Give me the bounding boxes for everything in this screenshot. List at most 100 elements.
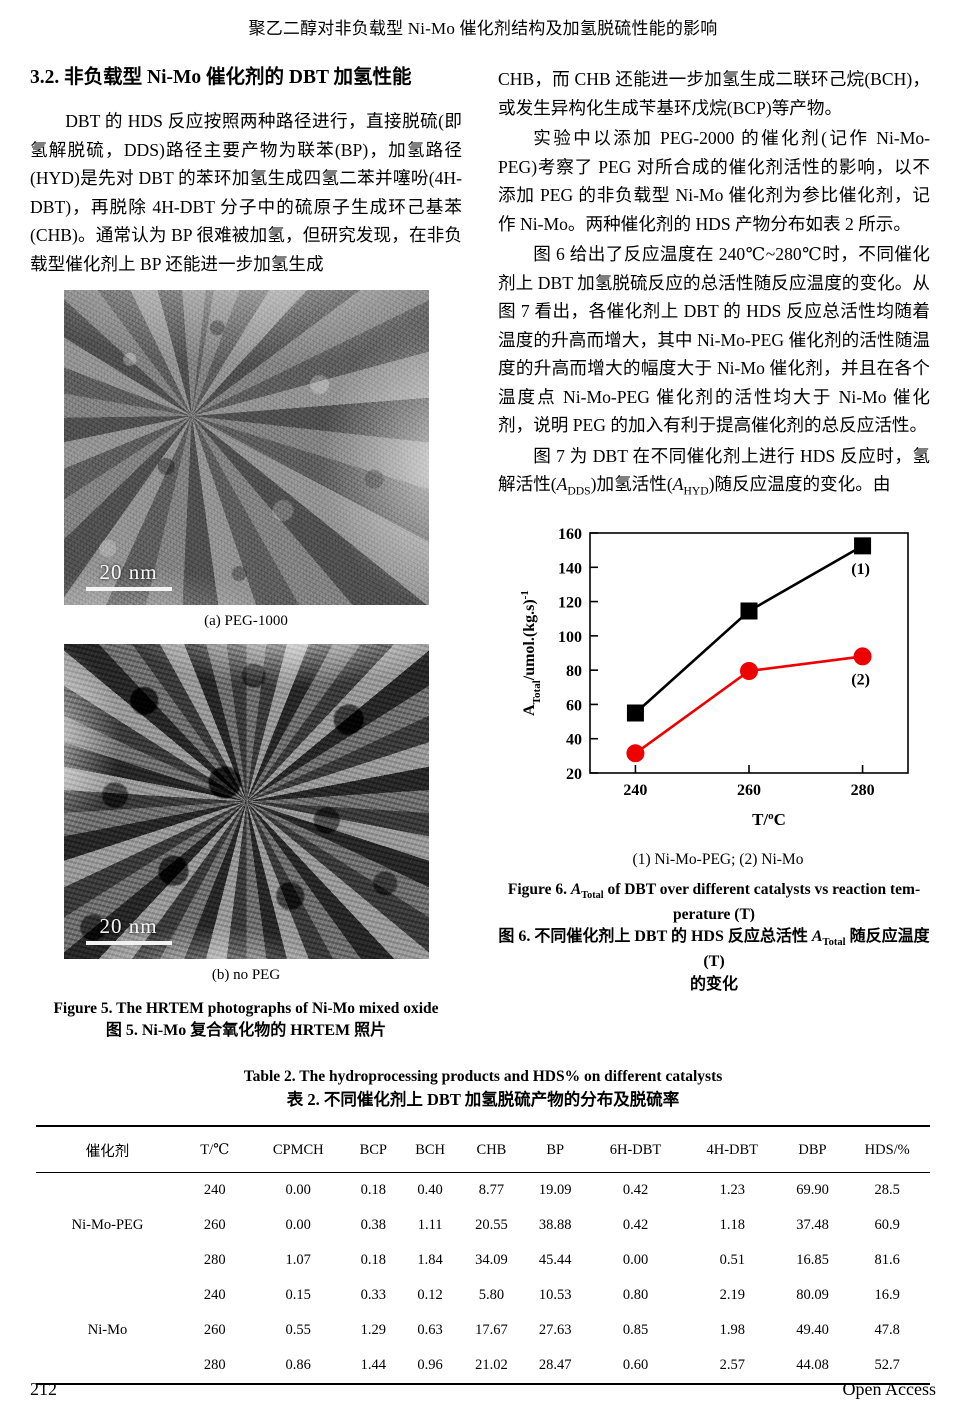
scale-bar-label-b: 20 nm xyxy=(99,914,158,939)
table-cell-r4-c0: Ni-Mo xyxy=(87,1322,128,1339)
fig6-cap-en-2: of DBT over different catalysts vs react… xyxy=(603,881,921,899)
table-cell-r4-c8: 1.98 xyxy=(719,1322,745,1339)
scale-bar-line-a xyxy=(85,587,172,592)
data-point-circle xyxy=(740,662,758,681)
series-label-0: (1) xyxy=(851,561,870,578)
table-cell-r2-c2: 1.07 xyxy=(285,1252,311,1269)
table-cell-r1-c0: Ni-Mo-PEG xyxy=(71,1217,144,1234)
table-cell-r2-c5: 34.09 xyxy=(475,1252,508,1269)
table-cell-r3-c6: 10.53 xyxy=(538,1287,572,1304)
scale-bar-a: 20 nm xyxy=(85,560,172,592)
left-paragraph-1: DBT 的 HDS 反应按照两种路径进行，直接脱硫(即氢解脱硫，DDS)路径主要… xyxy=(30,111,462,274)
y-tick-label: 100 xyxy=(558,629,582,646)
figure-6: 20 40 60 80 100 120 140 160 240 260 280 T/oC ATotal/… xyxy=(498,515,930,996)
table-cell-r0-c9: 69.90 xyxy=(796,1182,829,1199)
table-cell-r2-c6: 45.44 xyxy=(538,1252,572,1269)
fig6-cap-en-A: A xyxy=(570,881,582,899)
table-cell-r5-c8: 2.57 xyxy=(719,1357,745,1374)
table-cell-r4-c3: 1.29 xyxy=(360,1322,386,1339)
running-head: 聚乙二醇对非负载型 Ni-Mo 催化剂结构及加氢脱硫性能的影响 xyxy=(248,19,718,38)
table-cell-r1-c1: 260 xyxy=(203,1217,226,1234)
y-tick-label: 20 xyxy=(566,766,582,783)
fig6-cap-cn-A: A xyxy=(811,927,823,945)
table-cell-r0-c1: 240 xyxy=(203,1182,226,1199)
right-paragraph-2: 实验中以添加 PEG-2000 的催化剂(记作 Ni-Mo-PEG)考察了 PE… xyxy=(498,128,930,234)
y-tick-label: 120 xyxy=(558,595,582,612)
table-cell-r1-c4: 1.11 xyxy=(417,1217,443,1234)
table-cell-r4-c4: 0.63 xyxy=(417,1322,443,1339)
table-header-cell-6: BP xyxy=(546,1142,565,1159)
table-cell-r5-c6: 28.47 xyxy=(538,1357,572,1374)
table-cell-r0-c8: 1.23 xyxy=(719,1182,745,1199)
figure-5-caption-en: Figure 5. The HRTEM photographs of Ni-Mo… xyxy=(53,1000,439,1018)
x-tick-label: 240 xyxy=(623,782,647,799)
x-tick-label: 280 xyxy=(851,782,875,799)
table-2-title: Table 2. The hydroprocessing products an… xyxy=(36,1065,930,1113)
tem-image-b: 20 nm xyxy=(63,644,429,960)
table-cell-r1-c10: 60.9 xyxy=(874,1217,900,1234)
table-cell-r0-c3: 0.18 xyxy=(360,1182,386,1199)
table-header-cell-7: 6H-DBT xyxy=(609,1142,662,1159)
subcaption-a: (a) PEG-1000 xyxy=(204,613,288,630)
open-access-label: Open Access xyxy=(842,1379,936,1399)
tem-image-a: 20 nm xyxy=(63,290,429,606)
table-cell-r4-c6: 27.63 xyxy=(538,1322,572,1339)
figure-5-caption-cn: 图 5. Ni-Mo 复合氧化物的 HRTEM 照片 xyxy=(105,1022,387,1040)
series-line-0 xyxy=(634,545,864,715)
rp4-d: )加氢活性( xyxy=(590,474,673,494)
fig6-cap-en-3: perature (T) xyxy=(673,905,755,923)
table-cell-r3-c5: 5.80 xyxy=(478,1287,505,1304)
figure-6-caption: Figure 6. ATotal of DBT over different c… xyxy=(498,879,930,996)
table-header-cell-3: BCP xyxy=(359,1142,387,1159)
table-header-cell-1: T/℃ xyxy=(200,1142,230,1159)
table-cell-r1-c9: 37.48 xyxy=(796,1217,829,1234)
table-header-cell-10: HDS/% xyxy=(864,1142,910,1159)
table-cell-r0-c6: 19.09 xyxy=(538,1182,572,1199)
fig6-cap-cn-2: 随反应温度(T) xyxy=(703,927,930,971)
page-number: 212 xyxy=(30,1379,57,1399)
table-cell-r2-c7: 0.00 xyxy=(622,1252,649,1269)
table-cell-r2-c4: 1.84 xyxy=(417,1252,443,1269)
table-cell-r5-c2: 0.86 xyxy=(285,1357,311,1374)
table-row: Ni-Mo 260 0.55 1.29 0.63 17.67 27.63 0.85 1.98 49… xyxy=(36,1313,930,1348)
right-paragraph-1: CHB，而 CHB 还能进一步加氢生成二联环己烷(BCH)，或发生异构化生成苄基… xyxy=(498,69,930,118)
data-point-circle xyxy=(626,744,645,763)
table-cell-r1-c6: 38.88 xyxy=(538,1217,572,1234)
table-cell-r4-c2: 0.55 xyxy=(285,1322,311,1339)
fig6-cap-cn-sub: Total xyxy=(822,937,846,949)
figure-5: 20 nm (a) PEG-1000 20 nm (b) no PEG Figu… xyxy=(30,290,462,1043)
table-cell-r4-c10: 47.8 xyxy=(874,1322,900,1339)
data-point-square xyxy=(740,602,758,620)
rp4-A2: A xyxy=(672,474,684,494)
table-row: 280 0.86 1.44 0.96 21.02 28.47 0.60 2.57 44.08 52… xyxy=(36,1348,930,1384)
table-cell-r5-c10: 52.7 xyxy=(874,1357,900,1374)
table-cell-r0-c4: 0.40 xyxy=(417,1182,443,1199)
section-title: 3.2. 非负载型 Ni-Mo 催化剂的 DBT 加氢性能 xyxy=(30,67,412,88)
figure-6-caption-cn: 图 6. 不同催化剂上 DBT 的 HDS 反应总活性 ATotal 随反应温度… xyxy=(498,926,930,997)
table-cell-r0-c0 xyxy=(36,1173,179,1209)
x-axis-title: T/oC xyxy=(752,810,786,829)
table-cell-r2-c8: 0.51 xyxy=(719,1252,745,1269)
table-row: 240 0.15 0.33 0.12 5.80 10.53 0.80 2.19 80.09 16.… xyxy=(36,1278,930,1313)
table-cell-r3-c3: 0.33 xyxy=(360,1287,386,1304)
table-cell-r0-c10: 28.5 xyxy=(874,1182,900,1199)
fig6-cap-en-sub: Total xyxy=(581,890,604,902)
table-cell-r2-c10: 81.6 xyxy=(874,1252,900,1269)
table-2-block: Table 2. The hydroprocessing products an… xyxy=(30,1065,936,1387)
table-header-cell-0: 催化剂 xyxy=(85,1144,130,1161)
table-cell-r5-c5: 21.02 xyxy=(475,1357,508,1374)
table-header-cell-9: DBP xyxy=(798,1142,827,1159)
figure-5-caption: Figure 5. The HRTEM photographs of Ni-Mo… xyxy=(30,998,462,1043)
two-column-body: 3.2. 非负载型 Ni-Mo 催化剂的 DBT 加氢性能 DBT 的 HDS … xyxy=(30,65,936,1043)
table-header-row: 催化剂 T/℃ CPMCH BCP BCH CHB BP 6H-DBT 4H-DBT DBP HDS… xyxy=(36,1126,930,1173)
table-cell-r0-c2: 0.00 xyxy=(285,1182,311,1199)
page-footer: 212 Open Access xyxy=(30,1379,936,1400)
table-cell-r0-c5: 8.77 xyxy=(478,1182,505,1199)
figure-6-chart: 20 40 60 80 100 120 140 160 240 260 280 T/oC ATotal/… xyxy=(519,526,909,829)
table-2-title-en: Table 2. The hydroprocessing products an… xyxy=(243,1068,723,1086)
table-cell-r4-c7: 0.85 xyxy=(622,1322,649,1339)
table-cell-r5-c9: 44.08 xyxy=(796,1357,829,1374)
data-point-square xyxy=(854,537,872,555)
y-tick-label: 80 xyxy=(566,663,582,680)
table-cell-r3-c4: 0.12 xyxy=(417,1287,443,1304)
